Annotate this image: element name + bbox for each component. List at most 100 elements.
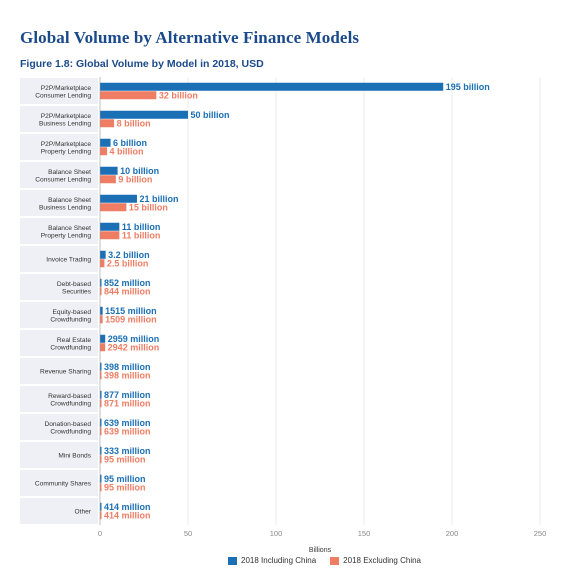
bar-excluding-china (100, 231, 120, 240)
data-label-including: 10 billion (120, 166, 159, 176)
legend-item-including: 2018 Including China (228, 556, 316, 565)
category-label: Business Lending (39, 204, 91, 211)
category-band (20, 78, 98, 104)
chart-legend: 2018 Including China 2018 Excluding Chin… (228, 556, 421, 565)
category-label: Other (75, 509, 92, 516)
bar-excluding-china (100, 427, 102, 436)
data-label-excluding: 1509 million (105, 314, 157, 324)
data-label-including: 11 billion (122, 222, 161, 232)
data-label-including: 21 billion (139, 194, 178, 204)
bar-excluding-china (100, 175, 116, 184)
category-band (20, 386, 98, 412)
bar-excluding-china (100, 343, 106, 352)
category-label: Crowdfunding (50, 428, 91, 435)
data-label-excluding: 15 billion (129, 202, 168, 212)
data-label-excluding: 11 billion (122, 230, 161, 240)
category-label: Crowdfunding (50, 316, 91, 323)
category-label: P2P/Marketplace (41, 141, 92, 148)
x-tick-label: 100 (270, 529, 283, 538)
data-label-excluding: 2.5 billion (107, 258, 149, 268)
category-label: Debt-based (57, 281, 91, 288)
data-label-excluding: 871 million (104, 398, 151, 408)
category-band (20, 162, 98, 188)
category-label: Balance Sheet (48, 197, 91, 204)
bar-including-china (100, 446, 102, 455)
data-label-excluding: 95 million (104, 454, 146, 464)
data-label-including: 1515 million (105, 306, 157, 316)
bar-excluding-china (100, 315, 103, 324)
bar-including-china (100, 502, 102, 511)
category-band (20, 218, 98, 244)
category-band (20, 498, 98, 524)
bar-including-china (100, 306, 103, 315)
category-band (20, 358, 98, 384)
x-tick-label: 50 (184, 529, 192, 538)
x-tick-label: 0 (98, 529, 102, 538)
data-label-excluding: 32 billion (159, 90, 198, 100)
category-label: Crowdfunding (50, 344, 91, 351)
bar-excluding-china (100, 371, 102, 380)
bar-including-china (100, 138, 111, 147)
category-label: Reward-based (48, 393, 91, 400)
category-band (20, 190, 98, 216)
legend-label-including: 2018 Including China (241, 556, 317, 565)
category-band (20, 274, 98, 300)
bar-including-china (100, 222, 120, 231)
data-label-excluding: 398 million (104, 370, 151, 380)
category-label: Balance Sheet (48, 169, 91, 176)
bar-excluding-china (100, 287, 102, 296)
data-label-including: 6 billion (113, 138, 147, 148)
category-band (20, 442, 98, 468)
bar-excluding-china (100, 455, 102, 464)
bar-including-china (100, 474, 102, 483)
data-label-excluding: 844 million (104, 286, 151, 296)
category-label: Balance Sheet (48, 225, 91, 232)
bar-including-china (100, 194, 137, 203)
bar-including-china (100, 82, 444, 91)
category-label: P2P/Marketplace (41, 113, 92, 120)
category-band (20, 134, 98, 160)
category-label: Real Estate (57, 337, 91, 344)
category-label: Invoice Trading (46, 257, 91, 264)
bar-including-china (100, 110, 188, 119)
data-label-excluding: 4 billion (110, 146, 144, 156)
data-label-excluding: 9 billion (118, 174, 152, 184)
data-label-including: 398 million (104, 362, 151, 372)
legend-swatch-excluding (330, 556, 340, 565)
legend-item-excluding: 2018 Excluding China (330, 556, 421, 565)
bar-excluding-china (100, 147, 108, 156)
legend-label-excluding: 2018 Excluding China (343, 556, 422, 565)
bar-including-china (100, 250, 106, 259)
category-band (20, 414, 98, 440)
bar-excluding-china (100, 91, 157, 100)
data-label-excluding: 95 million (104, 482, 146, 492)
data-label-excluding: 414 million (104, 510, 151, 520)
category-band (20, 302, 98, 328)
data-label-including: 95 million (104, 474, 146, 484)
bar-excluding-china (100, 119, 115, 128)
category-label: Property Lending (41, 232, 92, 239)
data-label-including: 877 million (104, 390, 151, 400)
category-band (20, 470, 98, 496)
category-label: Property Lending (41, 148, 92, 155)
data-label-including: 3.2 billion (108, 250, 150, 260)
bar-including-china (100, 166, 118, 175)
bar-excluding-china (100, 259, 105, 268)
bar-including-china (100, 334, 106, 343)
bar-excluding-china (100, 399, 102, 408)
category-label: Crowdfunding (50, 400, 91, 407)
bar-including-china (100, 418, 102, 427)
data-label-including: 414 million (104, 502, 151, 512)
data-label-excluding: 8 billion (117, 118, 151, 128)
category-label: Community Shares (35, 481, 92, 488)
x-tick-label: 150 (358, 529, 371, 538)
category-label: Securities (62, 288, 92, 295)
data-label-including: 2959 million (108, 334, 160, 344)
category-label: Donation-based (44, 421, 91, 428)
category-band (20, 246, 98, 272)
category-label: P2P/Marketplace (41, 85, 92, 92)
category-label: Business Lending (39, 120, 91, 127)
bar-including-china (100, 362, 102, 371)
x-axis-title: Billions (309, 547, 332, 554)
